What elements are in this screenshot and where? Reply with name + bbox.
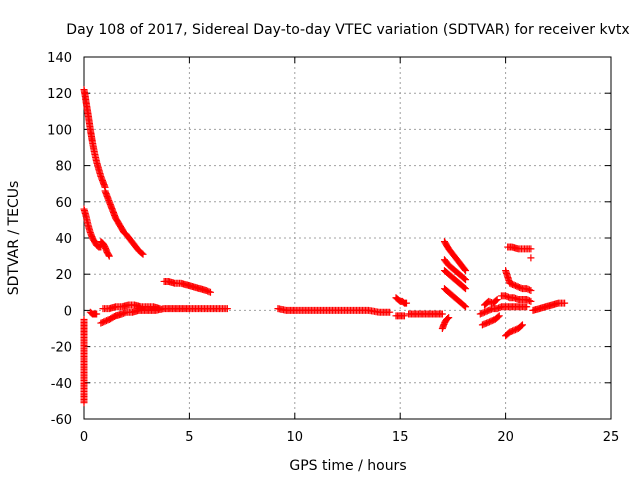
data-point xyxy=(105,251,113,259)
data-point xyxy=(156,305,164,313)
data-point xyxy=(525,286,533,294)
data-point xyxy=(461,265,469,273)
data-point xyxy=(121,309,129,317)
x-tick-label: 25 xyxy=(603,430,620,445)
data-points xyxy=(80,86,569,407)
data-point xyxy=(460,284,468,292)
data-point xyxy=(206,288,214,296)
data-point xyxy=(493,296,501,304)
data-point xyxy=(139,250,147,258)
x-tick-label: 0 xyxy=(80,430,88,445)
y-tick-label: -40 xyxy=(51,377,72,392)
y-tick-label: 60 xyxy=(55,196,72,211)
data-point xyxy=(523,303,531,311)
x-tick-label: 15 xyxy=(392,430,409,445)
data-point xyxy=(460,275,468,283)
x-tick-labels: 0 5 10 15 20 25 xyxy=(80,430,619,445)
y-tick-labels: -60 -40 -20 0 20 40 60 80 100 120 140 xyxy=(47,51,72,428)
y-tick-label: 100 xyxy=(47,123,72,138)
data-point xyxy=(205,288,213,296)
data-point xyxy=(403,299,411,307)
y-tick-label: 20 xyxy=(55,268,72,283)
x-tick-label: 5 xyxy=(185,430,193,445)
data-point xyxy=(400,312,408,320)
data-point xyxy=(527,254,535,262)
data-point xyxy=(105,252,113,260)
x-axis-title: GPS time / hours xyxy=(289,458,406,474)
x-tick-label: 10 xyxy=(287,430,304,445)
y-tick-label: 0 xyxy=(64,304,72,319)
data-point xyxy=(462,276,470,284)
data-point xyxy=(93,310,101,318)
data-point xyxy=(445,314,453,322)
grid xyxy=(84,57,611,419)
y-tick-label: 140 xyxy=(47,51,72,66)
data-point xyxy=(495,312,503,320)
axis-ticks xyxy=(83,56,612,420)
y-tick-label: 120 xyxy=(47,87,72,102)
y-tick-label: 40 xyxy=(55,232,72,247)
data-point xyxy=(492,296,500,304)
data-point xyxy=(525,297,533,305)
y-tick-label: -60 xyxy=(51,413,72,428)
data-point xyxy=(462,267,470,275)
data-point xyxy=(527,286,535,294)
data-point xyxy=(527,245,535,253)
data-point xyxy=(462,285,470,293)
data-point xyxy=(386,308,394,316)
data-point xyxy=(518,321,526,329)
data-point xyxy=(138,249,146,257)
plot-frame xyxy=(83,56,612,420)
data-point xyxy=(80,315,88,323)
y-axis-title: SDTVAR / TECUs xyxy=(6,181,22,296)
data-point xyxy=(517,322,525,330)
data-point xyxy=(561,299,569,307)
data-point xyxy=(223,305,231,313)
y-tick-label: 80 xyxy=(55,160,72,175)
x-tick-label: 20 xyxy=(497,430,514,445)
data-point xyxy=(444,315,452,323)
data-point xyxy=(462,303,470,311)
data-point xyxy=(494,313,502,321)
data-point xyxy=(438,310,446,318)
y-tick-label: -20 xyxy=(51,341,72,356)
chart-title: Day 108 of 2017, Sidereal Day-to-day VTE… xyxy=(66,22,629,38)
data-point xyxy=(527,297,535,305)
data-point xyxy=(460,302,468,310)
